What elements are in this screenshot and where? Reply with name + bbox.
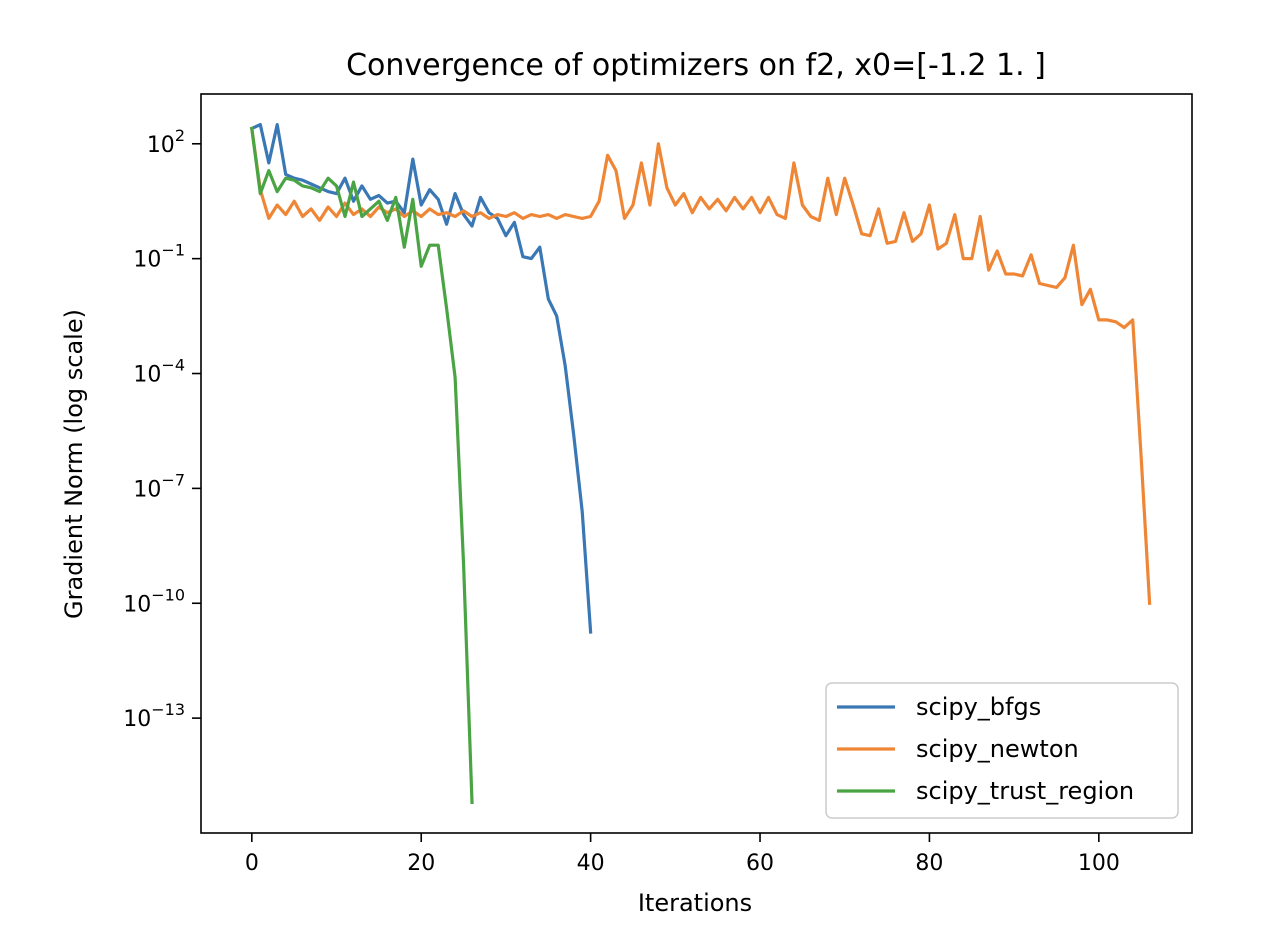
series-line-scipy-trust-region xyxy=(250,126,474,805)
y-tick-base: 10 xyxy=(123,707,151,732)
x-tick-label: 80 xyxy=(915,851,943,876)
y-tick-label: 10−10 xyxy=(123,585,185,617)
x-tick-label: 40 xyxy=(577,851,605,876)
legend-label-scipy-trust-region: scipy_trust_region xyxy=(916,777,1134,805)
plot-area xyxy=(200,93,1193,834)
y-tick-exponent: −4 xyxy=(161,356,185,375)
legend-label-scipy-newton: scipy_newton xyxy=(916,735,1079,763)
y-tick-base: 10 xyxy=(147,133,175,158)
series-line-scipy-newton xyxy=(249,126,1152,605)
y-tick-exponent: −13 xyxy=(151,700,185,719)
y-tick-exponent: −7 xyxy=(161,470,185,489)
y-tick-exponent: −1 xyxy=(161,241,185,260)
y-tick-base: 10 xyxy=(133,363,161,388)
y-tick-exponent: −10 xyxy=(151,585,185,604)
y-tick-base: 10 xyxy=(123,592,151,617)
y-tick-base: 10 xyxy=(133,248,161,273)
chart-title: Convergence of optimizers on f2, x0=[-1.… xyxy=(346,48,1046,83)
x-tick-label: 100 xyxy=(1078,851,1120,876)
plot-frame xyxy=(200,93,1193,834)
y-tick-exponent: 2 xyxy=(175,126,185,145)
legend-box xyxy=(825,682,1179,819)
series-line-scipy-bfgs xyxy=(249,122,593,634)
x-axis: 0 20 40 60 80 100 xyxy=(245,833,1120,876)
y-tick-label: 102 xyxy=(147,126,185,158)
x-tick-label: 60 xyxy=(746,851,774,876)
legend: scipy_bfgs scipy_newton scipy_trust_region xyxy=(825,682,1179,819)
legend-entries: scipy_bfgs scipy_newton scipy_trust_region xyxy=(837,693,1134,805)
y-tick-base: 10 xyxy=(133,477,161,502)
x-tick-label: 0 xyxy=(245,851,259,876)
y-tick-label: 10−13 xyxy=(123,700,185,732)
legend-label-scipy-bfgs: scipy_bfgs xyxy=(916,693,1041,721)
x-tick-label: 20 xyxy=(407,851,435,876)
x-axis-label: Iterations xyxy=(638,889,752,917)
y-tick-label: 10−4 xyxy=(133,356,185,388)
y-tick-label: 10−1 xyxy=(133,241,185,273)
y-tick-label: 10−7 xyxy=(133,470,185,502)
series-layer xyxy=(249,122,1152,805)
y-axis-label: Gradient Norm (log scale) xyxy=(60,309,88,619)
